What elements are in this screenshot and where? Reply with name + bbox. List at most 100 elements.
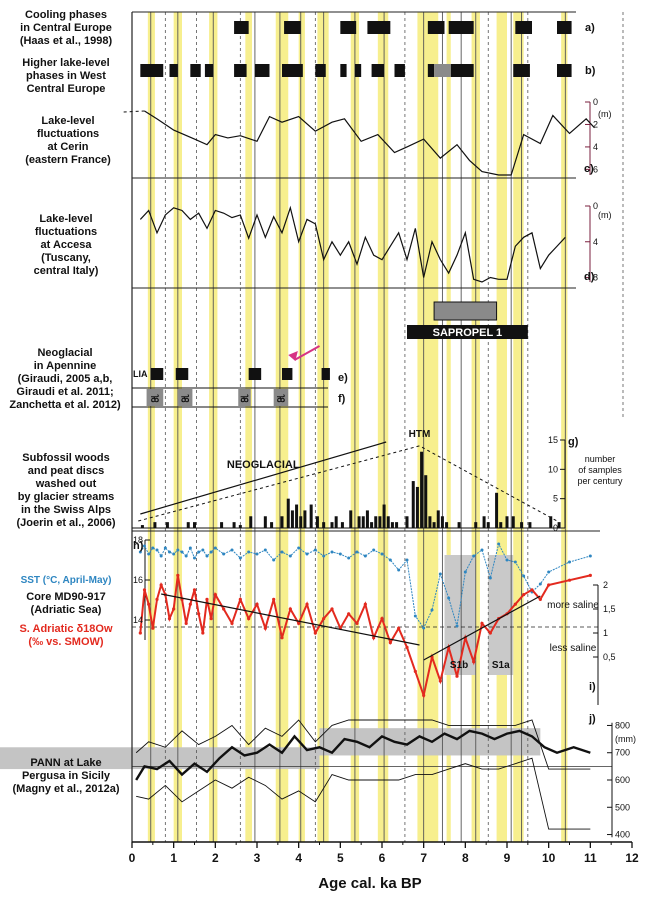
pann-y-tick-label: 400 — [615, 830, 630, 840]
sst-point — [255, 552, 259, 556]
sample-bar — [232, 522, 236, 528]
sample-bar — [165, 522, 169, 528]
apennine-grey-phase — [273, 389, 289, 406]
d18o-point — [238, 597, 242, 602]
pann-y-tick-label: 600 — [615, 775, 630, 785]
d18o-point — [363, 602, 367, 606]
d18o-point — [192, 588, 197, 592]
panel-d-label-line: central Italy) — [34, 265, 99, 277]
panel-a-label-line: Cooling phases — [25, 9, 107, 21]
sst-point — [568, 560, 571, 564]
yellow-band — [446, 12, 451, 842]
yellow-band — [417, 12, 439, 842]
sst-point — [201, 548, 205, 552]
lia-label: LIA — [133, 369, 148, 379]
pann-y-tick-label: 500 — [615, 802, 630, 812]
panel-e-label-line: Zanchetta et al. 2012) — [9, 399, 121, 411]
d18o-point — [347, 612, 351, 616]
sample-bar — [440, 516, 444, 528]
sst-point — [488, 576, 492, 580]
panel-j-label-line: (Magny et al., 2012a) — [13, 783, 120, 795]
sample-bar — [411, 481, 415, 528]
d18o-point — [567, 578, 572, 582]
yellow-band — [298, 12, 305, 842]
panel-b-label-line: Central Europe — [27, 83, 106, 95]
sst-point — [455, 624, 459, 628]
sample-bar — [186, 522, 190, 528]
x-axis-label: Age cal. ka BP — [318, 875, 421, 892]
d18o-point — [247, 617, 251, 621]
sample-bar — [220, 522, 224, 528]
sst-point — [247, 550, 251, 554]
sample-bar — [415, 486, 419, 528]
sst-point — [188, 546, 192, 550]
sst-label: SST (°C, April-May) — [21, 575, 112, 586]
d18o-point — [176, 573, 180, 578]
panel-letter-d: d) — [584, 271, 595, 283]
sst-point — [163, 546, 167, 550]
apennine-grey-phase — [177, 389, 193, 406]
pink-arrow — [294, 345, 320, 361]
sample-bar — [263, 516, 267, 528]
panel-g-y-tick-label: 15 — [548, 435, 558, 445]
sample-bar — [153, 522, 157, 528]
sst-point — [438, 572, 442, 576]
cerin-y-unit: (m) — [598, 109, 612, 119]
lake-level-phase-bar — [340, 64, 347, 77]
d18o-point — [159, 583, 163, 587]
lake-level-phase-bar — [282, 64, 303, 77]
d18o-y-tick-label: 0,5 — [603, 652, 616, 662]
pann-y-unit: (mm) — [615, 734, 636, 744]
d18o-point — [138, 631, 142, 635]
panel-letter-a: a) — [585, 22, 595, 34]
cerin-y-tick-label: 6 — [593, 164, 598, 174]
sst-point — [497, 542, 501, 546]
panel-letter-f: f) — [338, 393, 346, 405]
d18o-point — [213, 593, 217, 597]
sample-bar — [330, 522, 334, 528]
x-tick-label: 4 — [295, 851, 302, 865]
lake-level-phase-bar — [190, 64, 201, 77]
yellow-band — [147, 12, 155, 842]
sample-bar — [370, 522, 374, 528]
d18o-point — [372, 636, 376, 640]
sapropel-bar — [407, 325, 528, 339]
cerin-y-tick-label: 4 — [593, 142, 598, 152]
d18o-point — [222, 607, 226, 611]
lake-level-phase-bar — [354, 64, 362, 77]
sst-point — [522, 574, 526, 578]
grid-lines — [132, 12, 612, 842]
cooling-phase-bar — [448, 21, 474, 34]
yellow-band — [377, 12, 389, 842]
more-saline-label: more saline — [547, 600, 599, 611]
sst-point — [230, 548, 234, 552]
lake-level-phase-bar — [254, 64, 270, 77]
panel-g-y-label-line: of samples — [578, 465, 622, 475]
d18o-point — [472, 660, 476, 664]
sample-bar — [193, 522, 196, 528]
sst-point — [172, 552, 176, 556]
sample-bar — [520, 522, 524, 528]
sst-y-tick-label: 16 — [133, 575, 143, 585]
x-tick-label: 9 — [504, 851, 511, 865]
panel-letter-h: h) — [133, 540, 144, 552]
sst-point — [197, 550, 201, 554]
panel-frames — [131, 11, 624, 842]
cerin-series-line — [144, 110, 595, 176]
cooling-phase-bar — [340, 21, 357, 34]
sample-bar — [290, 510, 294, 528]
sample-bar — [445, 522, 449, 528]
panel-j-label-line: PANN at Lake — [30, 757, 101, 769]
lake-level-phase-bar — [557, 64, 572, 77]
accesa-y-tick-label: 0 — [593, 201, 598, 211]
d18o-point — [588, 573, 592, 578]
sample-bar — [309, 504, 313, 528]
sst-point — [176, 548, 180, 552]
x-tick-label: 10 — [542, 851, 556, 865]
sst-point — [380, 552, 384, 556]
sapropel-grey-box — [433, 301, 498, 321]
sample-bar — [549, 516, 553, 528]
d18o-point — [488, 631, 492, 635]
pann-y-tick-label: 800 — [615, 720, 630, 730]
panel-c-label-line: Lake-level — [41, 115, 94, 127]
